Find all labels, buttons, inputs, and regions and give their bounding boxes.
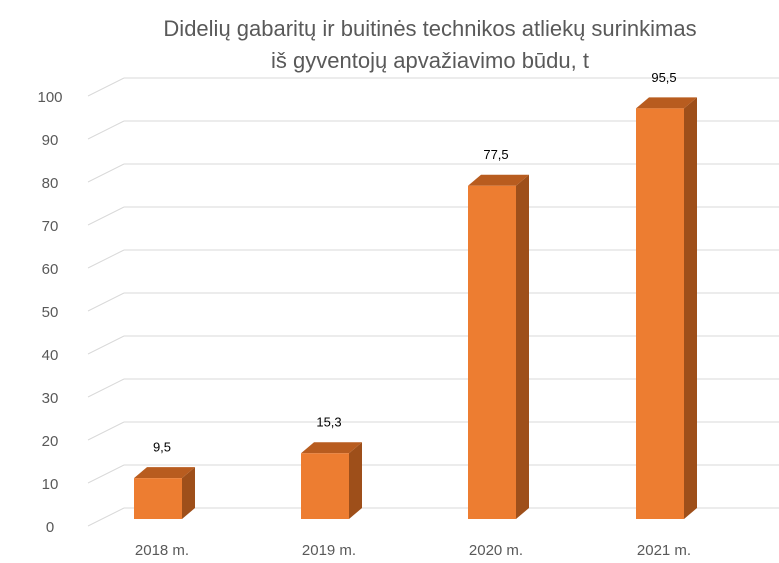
x-tick-label: 2020 m.: [469, 542, 523, 559]
grid-line: [87, 335, 125, 355]
data-label: 95,5: [651, 70, 676, 85]
bar-face: [301, 442, 362, 454]
y-tick-label: 90: [42, 132, 59, 149]
y-tick-label: 40: [42, 347, 59, 364]
y-tick-label: 0: [46, 519, 54, 536]
grid-line: [87, 163, 125, 183]
bar-face: [349, 442, 362, 519]
grid-line: [87, 77, 125, 97]
y-tick-label: 30: [42, 390, 59, 407]
grid-line: [87, 292, 125, 312]
y-tick-label: 60: [42, 261, 59, 278]
x-tick-label: 2021 m.: [637, 542, 691, 559]
y-tick-label: 50: [42, 304, 59, 321]
data-label: 9,5: [153, 440, 171, 455]
data-label: 15,3: [316, 415, 341, 430]
bar-face: [516, 174, 529, 519]
x-tick-label: 2018 m.: [135, 542, 189, 559]
data-label: 77,5: [483, 147, 508, 162]
chart-title: iš gyventojų apvažiavimo būdu, t: [271, 48, 589, 73]
x-tick-label: 2019 m.: [302, 542, 356, 559]
bar-face: [182, 467, 195, 519]
bar-face: [134, 467, 195, 479]
bar: [636, 97, 697, 519]
bar-face: [684, 97, 697, 519]
y-tick-label: 10: [42, 476, 59, 493]
bar-face: [636, 97, 697, 109]
bar: [134, 467, 195, 519]
y-tick-label: 20: [42, 433, 59, 450]
y-tick-label: 100: [37, 89, 62, 106]
grid-line: [87, 120, 125, 140]
grid-line: [87, 249, 125, 269]
y-tick-label: 80: [42, 175, 59, 192]
bar: [301, 442, 362, 519]
grid-line: [87, 464, 125, 484]
grid-line: [87, 507, 125, 527]
bar-face: [134, 478, 182, 519]
bar-face: [468, 174, 529, 186]
chart-title: Didelių gabaritų ir buitinės technikos a…: [163, 16, 696, 41]
bar-face: [468, 185, 516, 519]
grid-line: [87, 421, 125, 441]
bar-face: [301, 453, 349, 519]
bar-face: [636, 108, 684, 519]
grid-line: [87, 378, 125, 398]
grid-line: [87, 206, 125, 226]
bar: [468, 174, 529, 519]
y-tick-label: 70: [42, 218, 59, 235]
